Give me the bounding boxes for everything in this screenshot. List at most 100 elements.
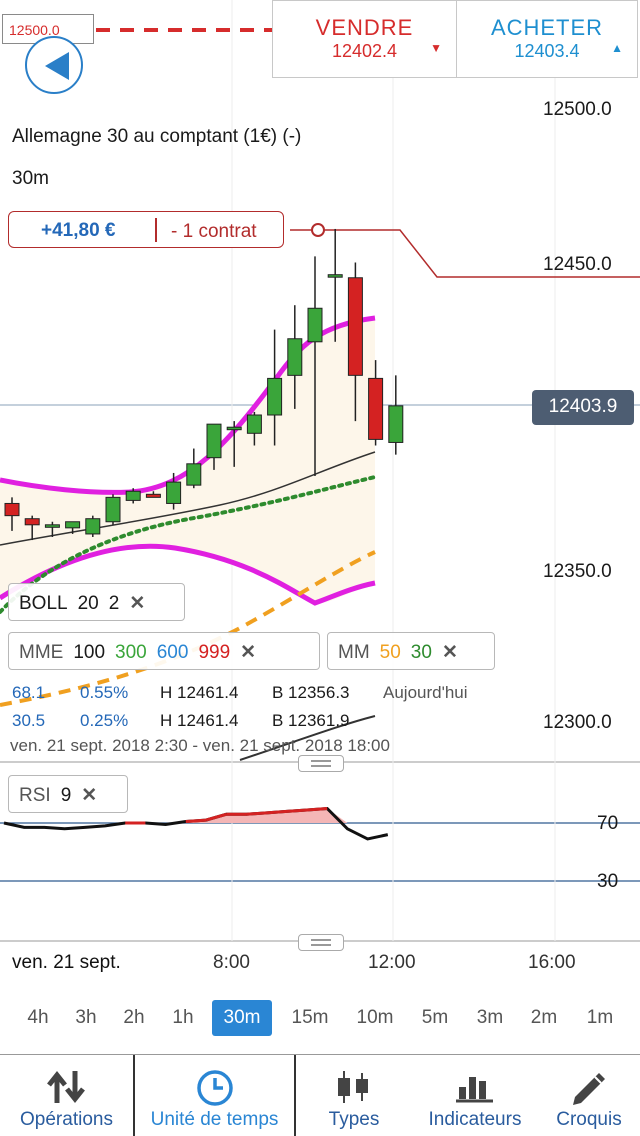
buy-button[interactable]: ACHETER 12403.4 ▲ xyxy=(456,0,638,78)
mme-name: MME xyxy=(19,642,64,663)
order-price-tag[interactable]: 12500.0 xyxy=(2,14,94,44)
remove-rsi-icon[interactable]: ✕ xyxy=(81,785,98,806)
candle xyxy=(206,423,222,470)
boll-deviation: 2 xyxy=(108,593,120,614)
bullish-candle-body xyxy=(85,518,101,535)
mme-value-1: 100 xyxy=(73,642,106,663)
price-chart[interactable] xyxy=(0,0,640,990)
rsi-period: 9 xyxy=(60,785,72,806)
stat-period: Aujourd'hui xyxy=(383,683,468,702)
stat-high: H 12461.4 xyxy=(160,683,239,702)
rsi-name: RSI xyxy=(19,785,51,806)
mme-indicator-chip[interactable]: MME 100 300 600 999 ✕ xyxy=(8,632,320,670)
timeframe-option-10m[interactable]: 10m xyxy=(356,1007,394,1028)
back-arrow-icon xyxy=(45,52,69,80)
timeframe-option-30m[interactable]: 30m xyxy=(212,1000,272,1036)
position-badge[interactable]: +41,80 € - 1 contrat xyxy=(8,211,284,248)
mm-value-1: 50 xyxy=(379,642,401,663)
sketch-label: Croquis xyxy=(556,1109,622,1130)
position-quantity: - 1 contrat xyxy=(171,221,257,242)
price-axis-label: 12350.0 xyxy=(543,561,612,582)
candlestick-icon xyxy=(338,1071,368,1103)
rsi-line xyxy=(3,806,389,841)
types-label: Types xyxy=(328,1109,380,1130)
buy-up-arrow-icon: ▲ xyxy=(611,41,623,55)
sketch-tab[interactable]: Croquis xyxy=(538,1055,640,1136)
bollinger-middle-line xyxy=(0,451,376,546)
transfer-arrows-icon xyxy=(46,1070,85,1104)
boll-name: BOLL xyxy=(19,593,68,614)
remove-mme-icon[interactable]: ✕ xyxy=(240,642,257,663)
sell-label: VENDRE xyxy=(315,15,414,40)
timeframe-option-15m[interactable]: 15m xyxy=(291,1007,329,1028)
remove-mm-icon[interactable]: ✕ xyxy=(441,642,458,663)
price-axis-label: 12450.0 xyxy=(543,254,612,275)
current-price-badge: 12403.9 xyxy=(532,390,634,425)
bullish-candle-body xyxy=(226,426,242,431)
time-axis-label: 16:00 xyxy=(528,952,576,973)
mme-value-2: 300 xyxy=(115,642,147,663)
bollinger-lower-line xyxy=(0,543,376,606)
bearish-candle-body xyxy=(4,502,20,517)
candle xyxy=(287,305,303,409)
rsi-overbought-line xyxy=(125,807,328,825)
candle xyxy=(105,494,121,525)
types-tab[interactable]: Types xyxy=(296,1055,412,1136)
candle xyxy=(246,411,262,446)
rsi-axis-label: 70 xyxy=(597,813,619,834)
rsi-indicator-chip[interactable]: RSI 9 ✕ xyxy=(8,775,128,813)
bearish-candle-body xyxy=(347,277,363,376)
bullish-candle-body xyxy=(287,338,303,376)
operations-tab[interactable]: Opérations xyxy=(0,1055,133,1136)
timeframe-option-1m[interactable]: 1m xyxy=(586,1007,614,1028)
price-axis-label: 12300.0 xyxy=(543,712,612,733)
price-axis-label: 12500.0 xyxy=(543,99,612,120)
sell-down-arrow-icon: ▼ xyxy=(430,41,442,55)
buy-label: ACHETER xyxy=(490,15,604,40)
timeframe-option-3m[interactable]: 3m xyxy=(476,1007,504,1028)
position-marker xyxy=(311,223,325,237)
bullish-candle-body xyxy=(246,414,262,434)
mm-indicator-chip[interactable]: MM 50 30 ✕ xyxy=(327,632,495,670)
sell-button[interactable]: VENDRE 12402.4 ▼ xyxy=(272,0,457,78)
timeframe-option-1h[interactable]: 1h xyxy=(172,1007,194,1028)
timeframe-option-3h[interactable]: 3h xyxy=(75,1007,97,1028)
bullish-candle-body xyxy=(105,496,121,523)
bullish-candle-body xyxy=(186,463,202,486)
toolbar-divider xyxy=(294,1055,296,1136)
mm-value-2: 30 xyxy=(410,642,432,663)
bearish-candle-body xyxy=(145,493,161,498)
timeframe-label: 30m xyxy=(12,168,49,189)
timeframe-option-2h[interactable]: 2h xyxy=(123,1007,145,1028)
bullish-candle-body xyxy=(125,490,141,501)
bearish-candle-body xyxy=(24,518,40,526)
time-unit-tab[interactable]: Unité de temps xyxy=(135,1055,294,1136)
remove-boll-icon[interactable]: ✕ xyxy=(129,593,146,614)
time-unit-label: Unité de temps xyxy=(150,1109,279,1130)
mme-value-3: 600 xyxy=(156,642,189,663)
indicators-tab[interactable]: Indicateurs xyxy=(412,1055,538,1136)
candle xyxy=(85,515,101,537)
bullish-candle-body xyxy=(166,481,182,504)
candle xyxy=(24,515,40,541)
stat-low: B 12361.9 xyxy=(272,711,350,730)
stat-change-points: 30.5 xyxy=(12,711,46,730)
candle xyxy=(368,360,384,446)
boll-period: 20 xyxy=(77,593,99,614)
timeframe-option-5m[interactable]: 5m xyxy=(421,1007,449,1028)
moving-average-30-line xyxy=(0,475,377,614)
pane-resize-handle[interactable] xyxy=(298,934,344,951)
bullish-candle-body xyxy=(44,524,60,528)
bullish-candle-body xyxy=(267,377,283,416)
candle xyxy=(44,521,60,537)
candle xyxy=(267,329,283,446)
timeframe-option-2m[interactable]: 2m xyxy=(530,1007,558,1028)
candle xyxy=(327,228,343,342)
timeframe-option-4h[interactable]: 4h xyxy=(27,1007,49,1028)
back-button[interactable] xyxy=(25,36,83,94)
bollinger-band-fill xyxy=(0,318,375,604)
boll-indicator-chip[interactable]: BOLL 20 2 ✕ xyxy=(8,583,185,621)
indicators-label: Indicateurs xyxy=(428,1109,522,1130)
pane-resize-handle[interactable] xyxy=(298,755,344,772)
operations-label: Opérations xyxy=(20,1109,113,1130)
